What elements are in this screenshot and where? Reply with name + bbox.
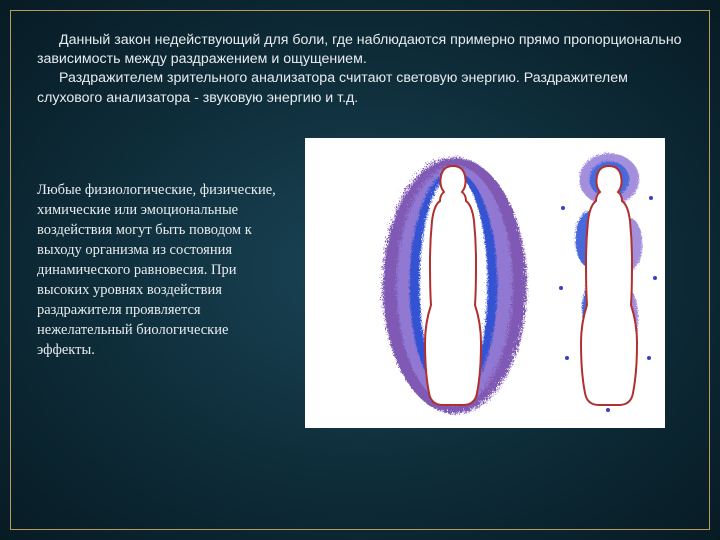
top-paragraphs: Данный закон недействующий для боли, где… xyxy=(37,31,683,108)
aura-figure xyxy=(305,138,665,428)
side-paragraph: Любые физиологические, физические, химич… xyxy=(37,180,277,360)
aura-body-left xyxy=(367,148,537,418)
paragraph-1: Данный закон недействующий для боли, где… xyxy=(37,31,683,69)
aura-body-right xyxy=(543,148,665,418)
paragraph-2: Раздражителем зрительного анализатора сч… xyxy=(37,69,683,107)
slide-frame: Данный закон недействующий для боли, где… xyxy=(10,10,710,530)
aura-svg-right xyxy=(543,148,665,418)
aura-svg-left xyxy=(367,148,537,418)
lower-row: Любые физиологические, физические, химич… xyxy=(37,138,683,428)
